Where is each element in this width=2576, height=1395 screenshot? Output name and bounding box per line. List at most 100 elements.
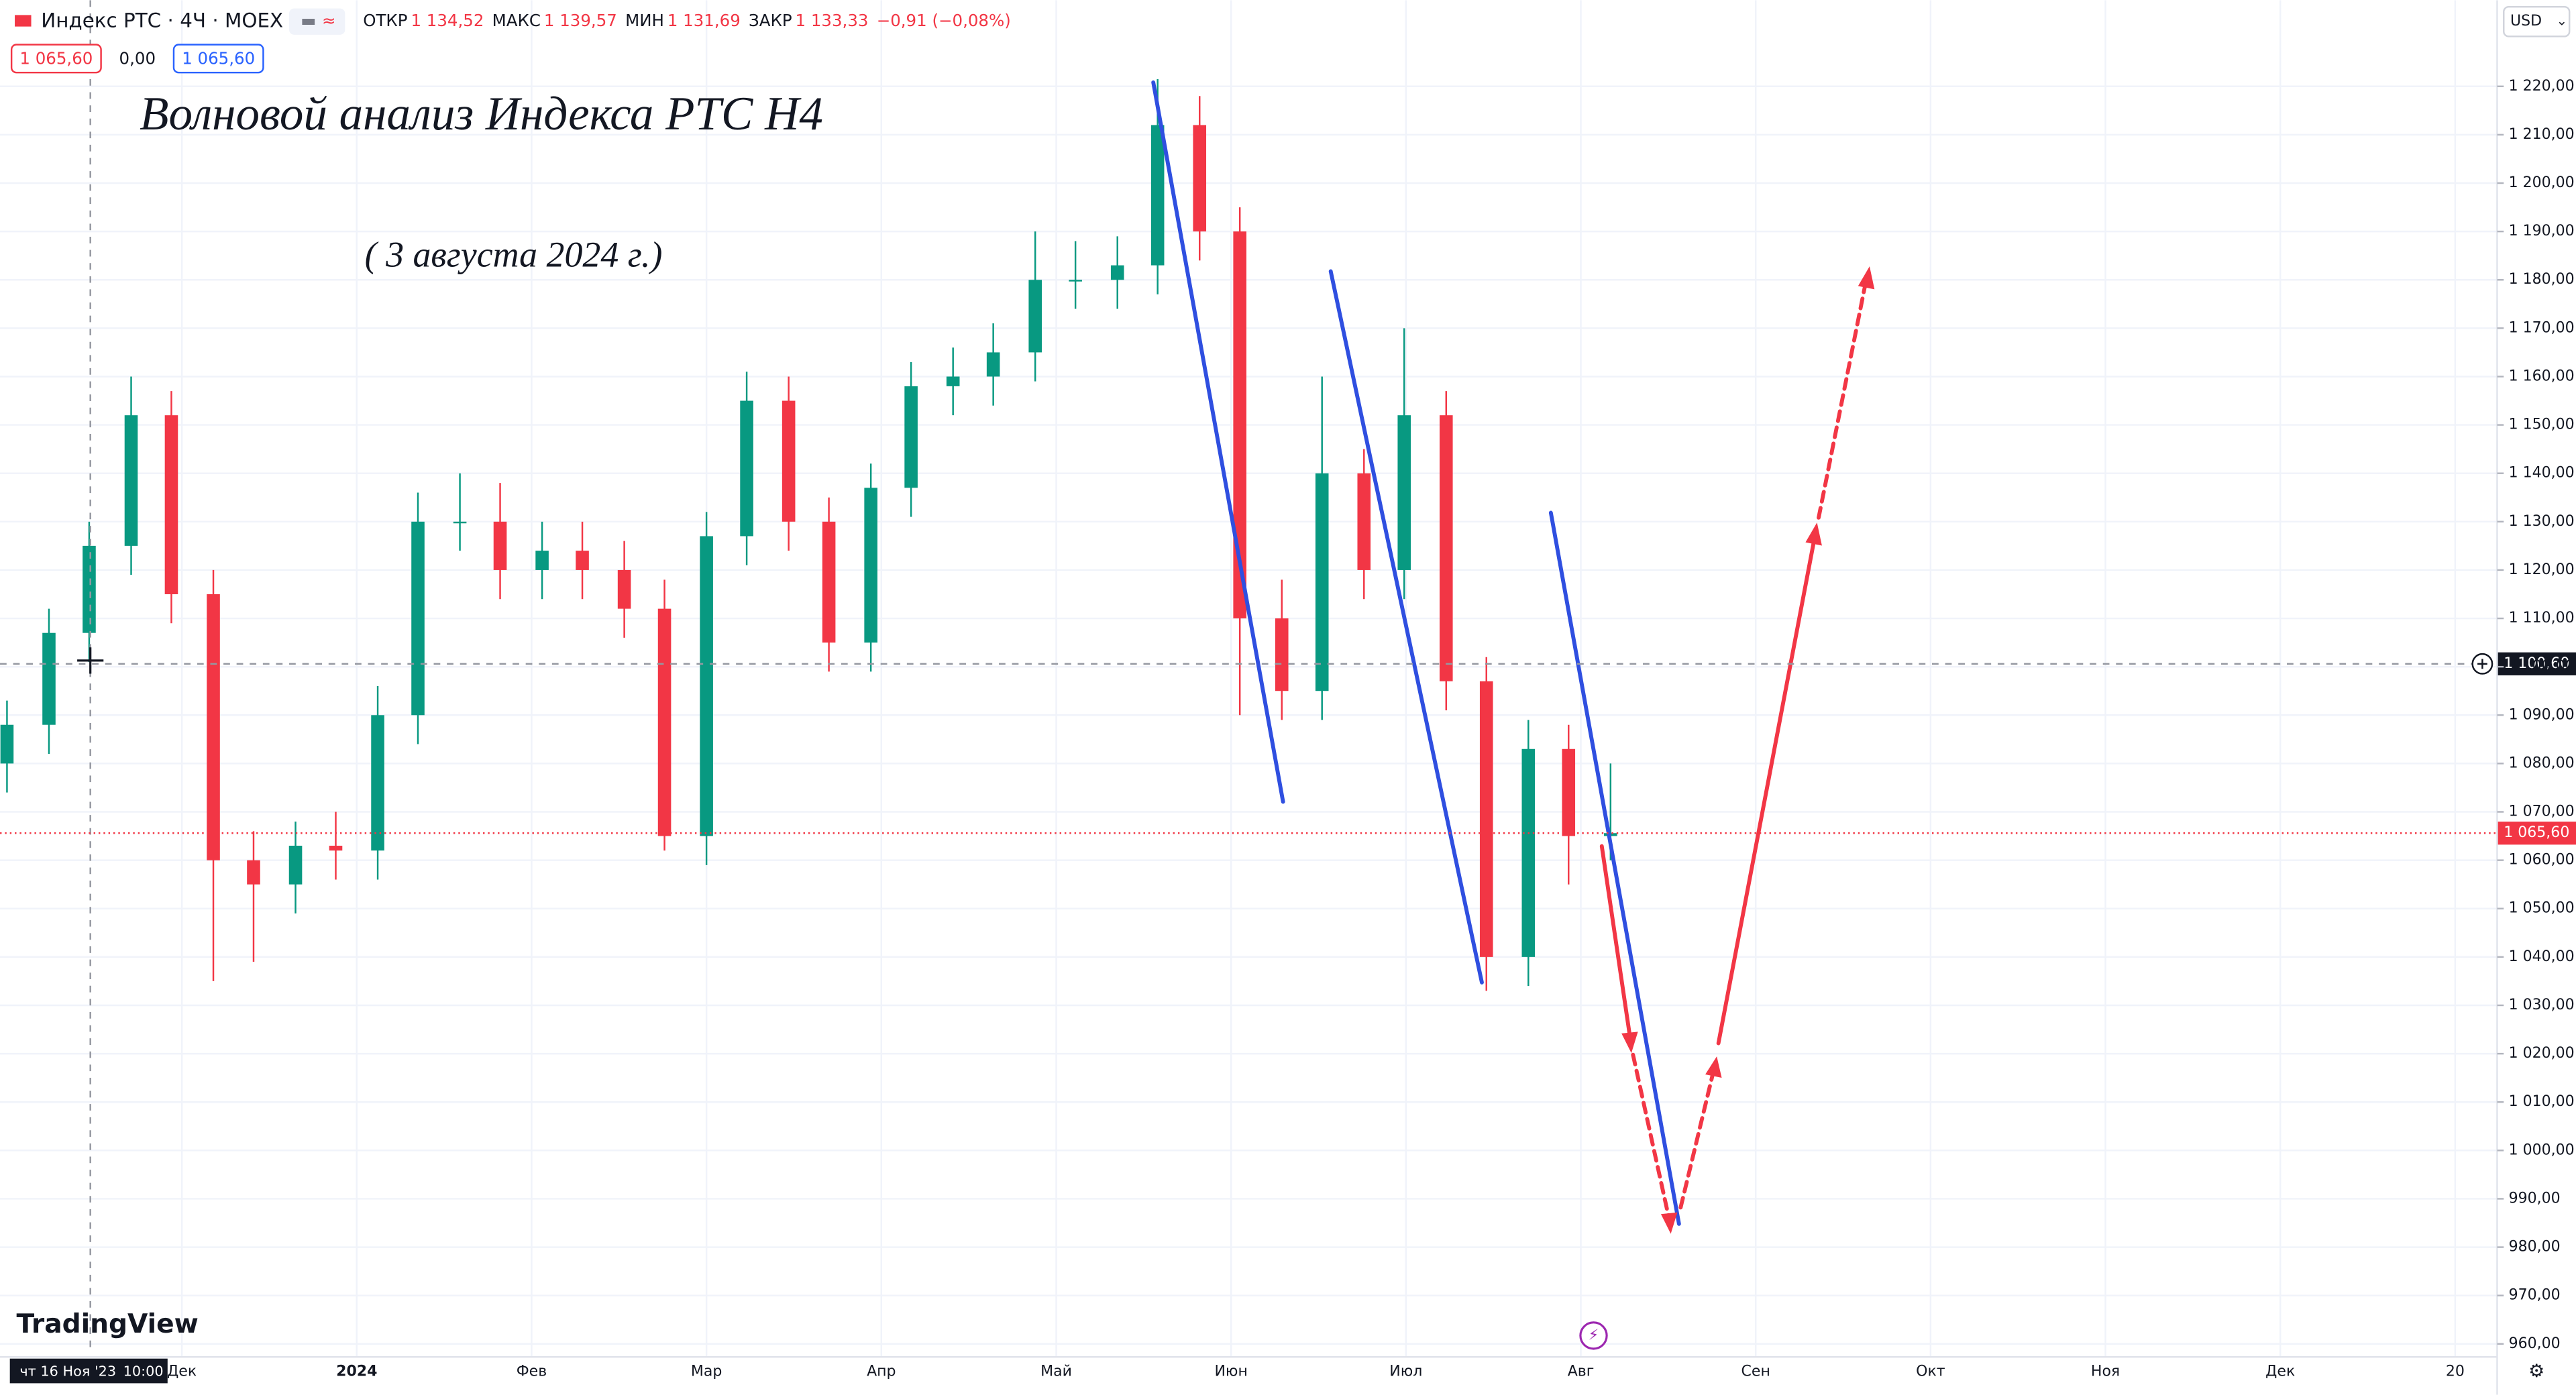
crosshair-clock-label: 10:00 bbox=[123, 1363, 164, 1379]
x-tick-label: 20 bbox=[2446, 1363, 2465, 1380]
candle-body bbox=[1521, 748, 1536, 957]
candle-body bbox=[42, 632, 56, 725]
ohlc-key: ОТКР bbox=[363, 11, 407, 30]
candle-body bbox=[1069, 280, 1082, 282]
currency-button[interactable] bbox=[2503, 5, 2571, 38]
candle-body bbox=[1275, 618, 1289, 691]
price-box bbox=[111, 44, 164, 73]
candle-body bbox=[83, 545, 96, 633]
event-icon-glyph: ⚡ bbox=[1589, 1327, 1599, 1343]
toggle-icon: ▬ bbox=[301, 11, 316, 30]
x-tick-label: 2024 bbox=[336, 1363, 377, 1380]
candle-body bbox=[1439, 415, 1453, 681]
flag-icon bbox=[15, 15, 32, 27]
wave-drawings bbox=[1151, 80, 1875, 1234]
candle-body bbox=[371, 715, 384, 851]
y-tick-label: 1 170,00 bbox=[2509, 319, 2575, 336]
ohlc-key: МИН bbox=[625, 11, 664, 30]
y-tick-label: 1 080,00 bbox=[2509, 755, 2575, 771]
ohlc-key: МАКС bbox=[492, 11, 541, 30]
x-tick-label: Фев bbox=[517, 1363, 547, 1380]
toggle[interactable] bbox=[289, 8, 345, 35]
candle-body bbox=[657, 608, 672, 836]
y-tick-label: 1 130,00 bbox=[2509, 513, 2575, 530]
arrow-head bbox=[1805, 522, 1822, 546]
candle-body bbox=[1150, 125, 1165, 266]
brand: TradingView bbox=[16, 1309, 198, 1339]
y-tick-label: 1 220,00 bbox=[2509, 78, 2575, 95]
y-tick-label: 1 200,00 bbox=[2509, 174, 2575, 191]
y-tick-label: 1 160,00 bbox=[2509, 368, 2575, 384]
y-tick-label: 1 010,00 bbox=[2509, 1093, 2575, 1110]
x-tick-label: Ноя bbox=[2091, 1363, 2120, 1380]
last-price-label: 1 065,60 bbox=[2504, 824, 2569, 841]
y-tick-label: 960,00 bbox=[2509, 1335, 2561, 1352]
arrow-head bbox=[1660, 1212, 1678, 1234]
grid bbox=[0, 0, 2498, 1357]
forecast-arrow bbox=[1817, 286, 1867, 520]
y-tick-label: 970,00 bbox=[2509, 1287, 2561, 1304]
ohlc-value: 1 133,33 bbox=[796, 11, 869, 30]
last-price-tag bbox=[2497, 822, 2576, 845]
candle-body bbox=[782, 400, 796, 522]
y-tick-label: 1 140,00 bbox=[2509, 465, 2575, 482]
event-icon[interactable] bbox=[1579, 1321, 1608, 1350]
candle-body bbox=[453, 521, 467, 524]
forecast-arrow bbox=[1631, 1052, 1672, 1221]
y-tick-label: 1 180,00 bbox=[2509, 271, 2575, 288]
y-tick-label: 1 150,00 bbox=[2509, 416, 2575, 433]
candle-body bbox=[164, 415, 178, 594]
candle-body bbox=[0, 724, 14, 764]
candle-body bbox=[617, 569, 631, 609]
x-tick-label: Апр bbox=[867, 1363, 896, 1380]
ohlc-key: ЗАКР bbox=[749, 11, 792, 30]
ohlc-value: 1 139,57 bbox=[544, 11, 617, 30]
forecast-arrow bbox=[1599, 844, 1632, 1038]
candle-body bbox=[493, 521, 507, 570]
chart-subtitle: ( 3 августа 2024 г.) bbox=[365, 234, 663, 274]
x-tick-label: Окт bbox=[1916, 1363, 1945, 1380]
cursor bbox=[77, 647, 104, 674]
y-tick-label: 1 050,00 bbox=[2509, 900, 2575, 917]
arrow-head bbox=[1621, 1031, 1638, 1054]
candles bbox=[0, 78, 1617, 991]
y-tick-label: 1 120,00 bbox=[2509, 561, 2575, 578]
arrow-head bbox=[1705, 1056, 1722, 1078]
candle-body bbox=[700, 536, 713, 836]
change: −0,91 (−0,08%) bbox=[877, 11, 1011, 30]
y-tick-label: 1 030,00 bbox=[2509, 997, 2575, 1013]
price-box-text: 1 065,60 bbox=[182, 49, 255, 68]
candle-body bbox=[1562, 748, 1576, 836]
candle-body bbox=[288, 845, 303, 885]
symbol: Индекс РТС · 4Ч · MOEX bbox=[41, 9, 283, 32]
y-tick-label: 990,00 bbox=[2509, 1190, 2561, 1207]
price-box-text: 1 065,60 bbox=[19, 49, 93, 68]
crosshair-plus-icon bbox=[2477, 659, 2487, 669]
candle-body bbox=[1315, 473, 1329, 691]
candle-body bbox=[1397, 415, 1411, 570]
y-tick-label: 1 100,00 bbox=[2509, 658, 2575, 675]
y-tick-label: 1 070,00 bbox=[2509, 803, 2575, 820]
x-tick-label: Июн bbox=[1214, 1363, 1247, 1380]
candle-body bbox=[124, 415, 138, 546]
crosshair-price-tag bbox=[2497, 652, 2576, 675]
candle-body bbox=[904, 386, 918, 488]
candle-body bbox=[864, 488, 877, 643]
y-tick-label: 980,00 bbox=[2509, 1239, 2561, 1256]
price-box-text: 0,00 bbox=[119, 49, 156, 68]
crosshair-price-label: 1 100,60 bbox=[2504, 655, 2569, 672]
crosshair-time-tag bbox=[9, 1358, 168, 1384]
x-tick-label: Дек bbox=[2265, 1363, 2295, 1380]
candle-body bbox=[1479, 681, 1493, 957]
ohlc-value: 1 134,52 bbox=[411, 11, 484, 30]
chevron: ⌄ bbox=[2557, 13, 2567, 29]
settings-icon[interactable]: ⚙ bbox=[2528, 1361, 2544, 1382]
arrow-head bbox=[1858, 266, 1875, 290]
y-tick-label: 1 090,00 bbox=[2509, 706, 2575, 723]
chart-title: Волновой анализ Индекса РТС Н4 bbox=[140, 88, 823, 140]
candle-body bbox=[207, 594, 220, 860]
forecast-arrow bbox=[1678, 1069, 1716, 1210]
candle-body bbox=[411, 521, 425, 716]
x-tick-label: Авг bbox=[1568, 1363, 1595, 1380]
candle-body bbox=[1193, 125, 1207, 232]
